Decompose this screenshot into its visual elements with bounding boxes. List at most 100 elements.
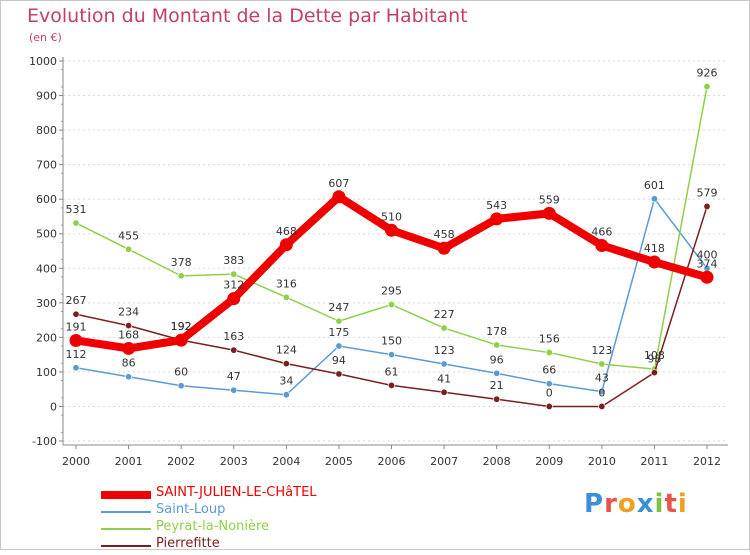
data-label: 455 <box>118 229 139 242</box>
data-point <box>230 386 238 394</box>
x-tick-label: 2003 <box>220 455 248 468</box>
data-label: 234 <box>118 306 139 319</box>
legend-label: Saint-Loup <box>156 502 226 517</box>
y-tick-label: 300 <box>36 297 57 310</box>
x-tick-label: 2004 <box>272 455 300 468</box>
data-label: 559 <box>539 193 560 206</box>
data-point <box>177 272 185 280</box>
data-point <box>72 310 80 318</box>
data-label: 510 <box>381 210 402 223</box>
data-label: 86 <box>122 357 136 370</box>
data-label: 96 <box>490 353 504 366</box>
logo-letter: r <box>604 489 618 519</box>
data-label: 66 <box>542 364 556 377</box>
data-point <box>177 382 185 390</box>
logo-letter: P <box>584 489 605 519</box>
x-tick-label: 2002 <box>167 455 195 468</box>
y-tick-label: 600 <box>36 193 57 206</box>
data-point <box>440 388 448 396</box>
y-tick-label: 400 <box>36 262 57 275</box>
legend-swatch <box>101 545 151 547</box>
data-label: 247 <box>328 301 349 314</box>
data-point <box>69 333 83 347</box>
data-point <box>387 301 395 309</box>
data-label: 312 <box>223 279 244 292</box>
legend-label: SAINT-JULIEN-LE-CHâTEL <box>156 485 317 500</box>
data-point <box>598 402 606 410</box>
data-label: 531 <box>66 203 87 216</box>
data-point <box>385 223 398 237</box>
data-point <box>282 360 290 368</box>
data-point <box>545 380 553 388</box>
data-label: 295 <box>381 285 402 298</box>
data-label: 579 <box>697 186 718 199</box>
x-tick-label: 2007 <box>430 455 458 468</box>
data-point <box>335 342 343 350</box>
data-point <box>545 402 553 410</box>
data-label: 458 <box>434 228 455 241</box>
data-label: 418 <box>644 242 665 255</box>
data-point <box>650 195 658 203</box>
data-point <box>493 341 501 349</box>
data-point <box>230 346 238 354</box>
data-label: 124 <box>276 344 297 357</box>
data-label: 21 <box>490 379 504 392</box>
data-label: 41 <box>437 372 451 385</box>
data-point <box>282 391 290 399</box>
data-point <box>647 255 661 269</box>
legend-swatch <box>101 528 151 530</box>
data-label: 601 <box>644 179 665 192</box>
data-point <box>703 202 711 210</box>
data-point <box>703 83 711 91</box>
x-tick-label: 2011 <box>640 455 668 468</box>
y-tick-label: 100 <box>36 366 57 379</box>
data-point <box>279 238 293 252</box>
data-point <box>545 349 553 357</box>
data-point <box>282 293 290 301</box>
y-tick-label: 200 <box>36 331 57 344</box>
data-point <box>437 241 451 255</box>
data-label: 192 <box>171 320 192 333</box>
data-label: 191 <box>66 320 87 333</box>
data-label: 0 <box>546 386 553 399</box>
y-tick-label: 0 <box>50 400 57 413</box>
legend-swatch <box>101 511 151 513</box>
data-label: 168 <box>118 328 139 341</box>
data-point <box>440 324 448 332</box>
data-point <box>595 238 609 252</box>
data-point <box>493 369 501 377</box>
legend-label: Pierrefitte <box>156 536 220 551</box>
data-label: 175 <box>328 326 349 339</box>
data-label: 543 <box>486 199 507 212</box>
data-point <box>125 245 133 253</box>
data-point <box>335 370 343 378</box>
data-point <box>122 341 136 355</box>
data-point <box>72 364 80 372</box>
data-label: 94 <box>332 354 346 367</box>
x-tick-label: 2012 <box>693 455 721 468</box>
x-tick-label: 2001 <box>115 455 143 468</box>
data-label: 267 <box>66 294 87 307</box>
data-label: 47 <box>227 370 241 383</box>
x-tick-label: 2010 <box>588 455 616 468</box>
data-point <box>387 381 395 389</box>
x-tick-label: 2006 <box>378 455 406 468</box>
data-point <box>125 322 133 330</box>
data-point <box>332 190 346 204</box>
chart-title: Evolution du Montant de la Dette par Hab… <box>27 5 468 27</box>
data-label: 466 <box>591 225 612 238</box>
data-label: 400 <box>697 248 718 261</box>
data-label: 163 <box>223 330 244 343</box>
logo-letter: i <box>677 489 688 519</box>
data-label: 34 <box>279 375 293 388</box>
data-label: 123 <box>591 344 612 357</box>
x-tick-label: 2009 <box>535 455 563 468</box>
data-label: 156 <box>539 333 560 346</box>
data-label: 61 <box>385 365 399 378</box>
x-tick-label: 2000 <box>62 455 90 468</box>
data-label: 378 <box>171 256 192 269</box>
proxiti-logo: Proxiti <box>584 489 688 519</box>
y-tick-label: -100 <box>32 435 57 448</box>
